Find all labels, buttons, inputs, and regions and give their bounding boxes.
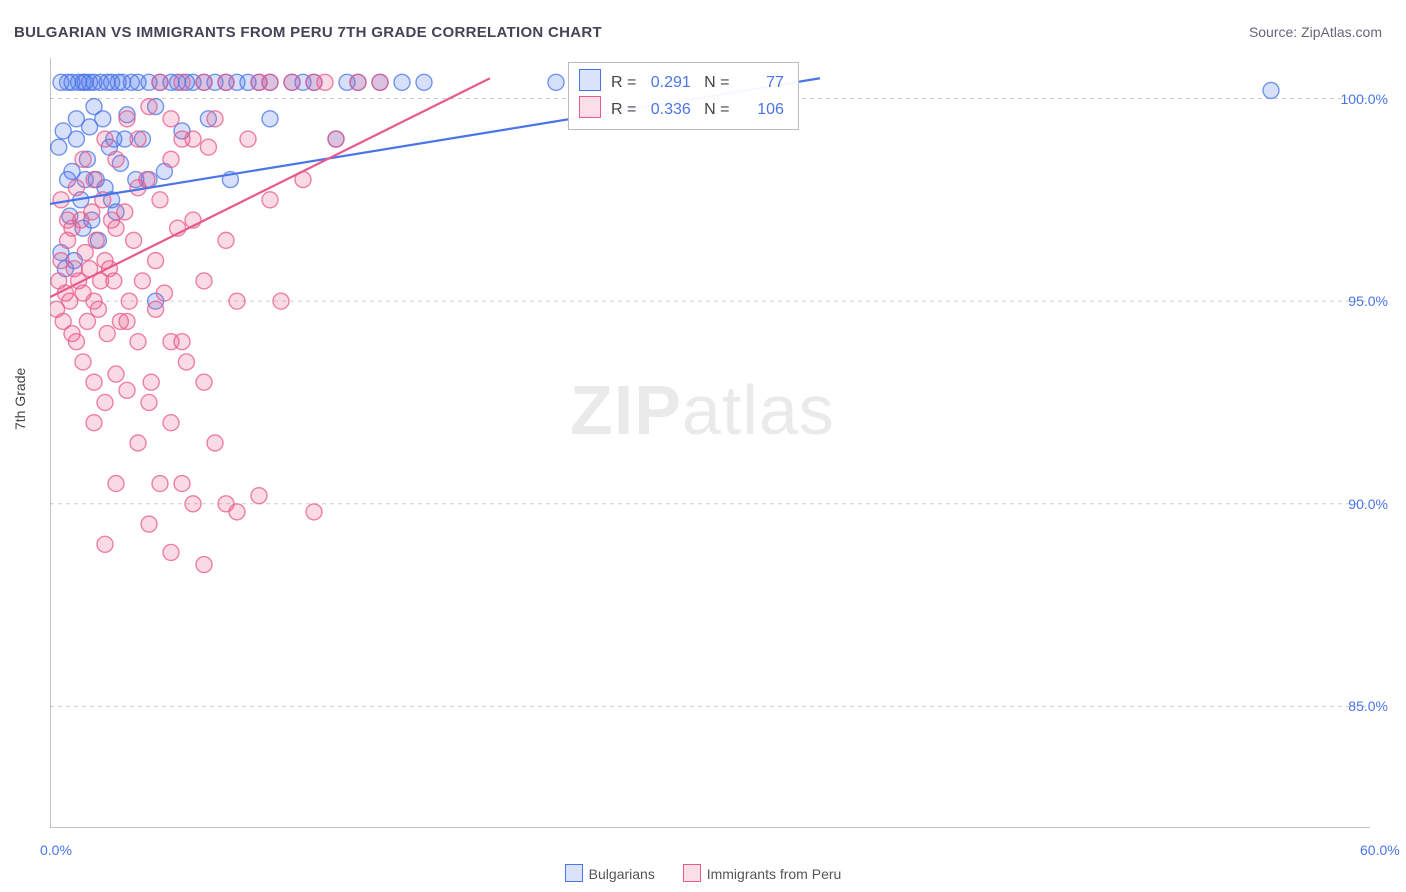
- legend-label-peru: Immigrants from Peru: [707, 866, 842, 882]
- legend-item-bulgarians: Bulgarians: [565, 864, 655, 882]
- stats-n-label: N =: [704, 101, 734, 118]
- correlation-stats-box: R = 0.291 N = 77R = 0.336 N = 106: [568, 62, 799, 130]
- x-tick-label: 0.0%: [40, 842, 72, 858]
- y-tick-label: 100.0%: [1328, 91, 1388, 107]
- y-tick-label: 85.0%: [1328, 698, 1388, 714]
- x-tick-label: 60.0%: [1360, 842, 1400, 858]
- chart-title: BULGARIAN VS IMMIGRANTS FROM PERU 7TH GR…: [14, 24, 602, 41]
- chart-container: BULGARIAN VS IMMIGRANTS FROM PERU 7TH GR…: [0, 0, 1406, 892]
- y-axis-label: 7th Grade: [12, 368, 28, 430]
- legend-swatch-bulgarians: [565, 864, 583, 882]
- scatter-plot: [50, 58, 1370, 828]
- y-tick-label: 90.0%: [1328, 496, 1388, 512]
- stats-r-value: 0.291: [641, 70, 691, 96]
- y-tick-label: 95.0%: [1328, 293, 1388, 309]
- legend: Bulgarians Immigrants from Peru: [0, 864, 1406, 882]
- legend-swatch-peru: [683, 864, 701, 882]
- legend-label-bulgarians: Bulgarians: [589, 866, 655, 882]
- stats-row: R = 0.336 N = 106: [579, 96, 784, 123]
- stats-r-value: 0.336: [641, 97, 691, 123]
- stats-r-label: R =: [611, 101, 641, 118]
- stats-r-label: R =: [611, 74, 641, 91]
- stats-swatch: [579, 69, 601, 91]
- stats-n-label: N =: [704, 74, 734, 91]
- stats-n-value: 106: [734, 97, 784, 123]
- stats-n-value: 77: [734, 70, 784, 96]
- legend-item-peru: Immigrants from Peru: [683, 864, 842, 882]
- stats-row: R = 0.291 N = 77: [579, 69, 784, 96]
- source-attribution: Source: ZipAtlas.com: [1249, 24, 1382, 40]
- stats-swatch: [579, 96, 601, 118]
